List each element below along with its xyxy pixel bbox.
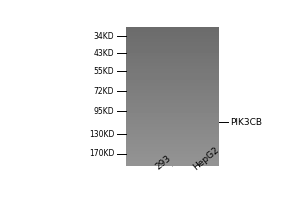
Text: 293: 293 <box>154 154 173 172</box>
Text: 43KD: 43KD <box>94 49 114 58</box>
Text: 72KD: 72KD <box>94 87 114 96</box>
Text: 130KD: 130KD <box>89 130 114 139</box>
Text: 55KD: 55KD <box>94 67 114 76</box>
Bar <box>126 27 219 166</box>
Bar <box>176 119 206 125</box>
Text: PIK3CB: PIK3CB <box>230 118 262 127</box>
Text: 170KD: 170KD <box>89 149 114 158</box>
Bar <box>126 156 219 166</box>
Text: HepG2: HepG2 <box>191 145 220 172</box>
Text: 34KD: 34KD <box>94 32 114 41</box>
Bar <box>139 119 169 125</box>
Text: 95KD: 95KD <box>94 107 114 116</box>
